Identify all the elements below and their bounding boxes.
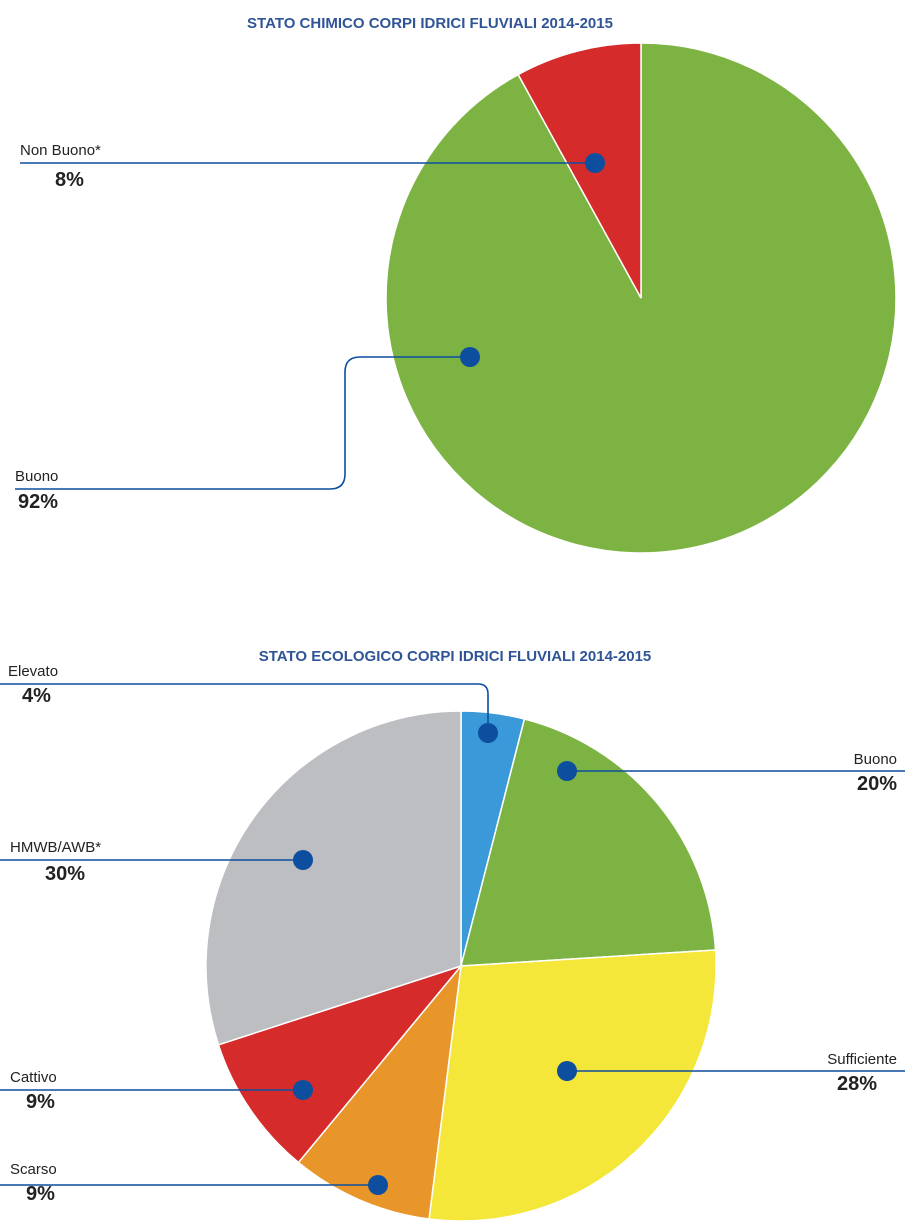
pie-slice bbox=[217, 964, 464, 1164]
leader-dot bbox=[460, 347, 480, 367]
leader-line bbox=[15, 356, 470, 490]
pie-slice bbox=[297, 963, 463, 1220]
slice-name: Elevato bbox=[8, 663, 58, 680]
slice-name: Cattivo bbox=[10, 1069, 57, 1086]
slice-name: Non Buono* bbox=[20, 142, 101, 159]
slice-name: Scarso bbox=[10, 1161, 57, 1178]
chart-title: STATO CHIMICO CORPI IDRICI FLUVIALI 2014… bbox=[247, 15, 613, 32]
leader-dot bbox=[293, 850, 313, 870]
slice-value-label: 8% bbox=[55, 169, 84, 191]
leader-dot bbox=[585, 153, 605, 173]
chart-title: STATO ECOLOGICO CORPI IDRICI FLUVIALI 20… bbox=[259, 648, 652, 665]
leader-dot bbox=[293, 1080, 313, 1100]
slice-value-label: 9% bbox=[26, 1091, 55, 1113]
leader-dot bbox=[557, 761, 577, 781]
slice-value-label: 30% bbox=[45, 863, 85, 885]
pie-slice bbox=[460, 718, 717, 967]
leader-line bbox=[0, 683, 489, 733]
slice-value-label: 9% bbox=[26, 1183, 55, 1205]
slice-name: Buono bbox=[15, 468, 58, 485]
slice-name: Sufficiente bbox=[827, 1051, 897, 1068]
leader-dot bbox=[478, 723, 498, 743]
pie-slice bbox=[205, 710, 462, 1046]
slice-name: Buono bbox=[854, 751, 897, 768]
slice-value-label: 92% bbox=[18, 491, 58, 513]
leader-dot bbox=[557, 1061, 577, 1081]
slice-value-label: 4% bbox=[22, 685, 51, 707]
slice-value-label: 28% bbox=[837, 1073, 877, 1095]
pie-slice bbox=[517, 42, 642, 299]
leader-dot bbox=[368, 1175, 388, 1195]
slice-name: HMWB/AWB* bbox=[10, 839, 101, 856]
slice-value-label: 20% bbox=[857, 773, 897, 795]
pie-slice bbox=[428, 949, 717, 1222]
